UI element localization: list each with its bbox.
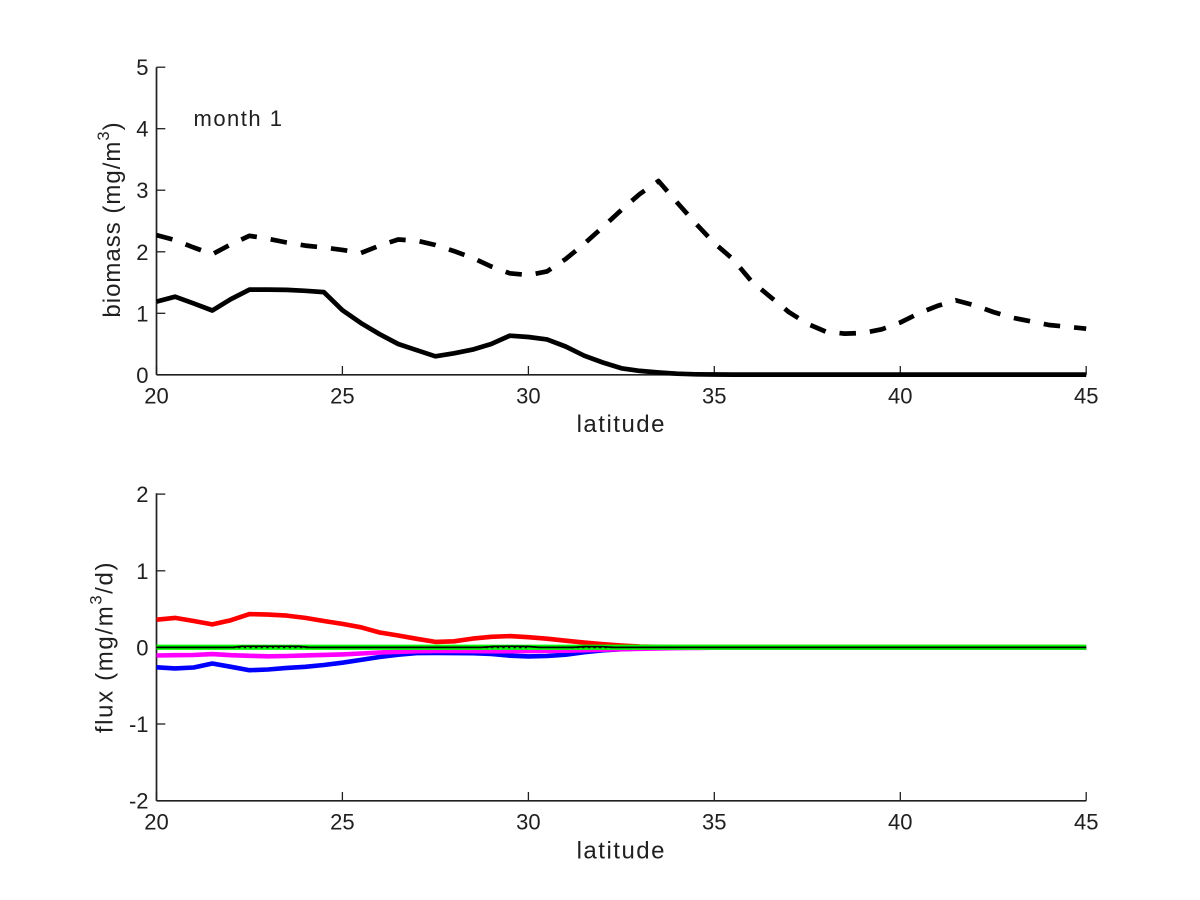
svg-text:35: 35 (702, 809, 726, 834)
svg-text:flux (mg/m3/d): flux (mg/m3/d) (88, 561, 119, 733)
svg-text:0: 0 (136, 635, 148, 660)
svg-text:30: 30 (516, 809, 540, 834)
svg-text:40: 40 (888, 383, 912, 408)
svg-text:3: 3 (136, 178, 148, 203)
svg-text:0: 0 (136, 363, 148, 388)
svg-text:biomass (mg/m3): biomass (mg/m3) (95, 121, 126, 317)
svg-text:35: 35 (702, 383, 726, 408)
svg-text:30: 30 (516, 383, 540, 408)
svg-text:25: 25 (330, 383, 354, 408)
svg-text:40: 40 (888, 809, 912, 834)
svg-text:4: 4 (136, 117, 148, 142)
svg-text:5: 5 (136, 55, 148, 80)
svg-text:-1: -1 (129, 712, 149, 737)
svg-text:2: 2 (136, 482, 148, 507)
svg-text:20: 20 (144, 809, 168, 834)
svg-text:20: 20 (144, 383, 168, 408)
svg-text:latitude: latitude (577, 411, 666, 438)
svg-text:2: 2 (136, 240, 148, 265)
svg-text:1: 1 (136, 301, 148, 326)
svg-text:-2: -2 (129, 789, 149, 814)
svg-text:1: 1 (136, 559, 148, 584)
svg-text:latitude: latitude (577, 838, 666, 865)
svg-text:25: 25 (330, 809, 354, 834)
svg-text:45: 45 (1074, 809, 1098, 834)
svg-text:45: 45 (1074, 383, 1098, 408)
svg-text:month 1: month 1 (194, 106, 284, 131)
